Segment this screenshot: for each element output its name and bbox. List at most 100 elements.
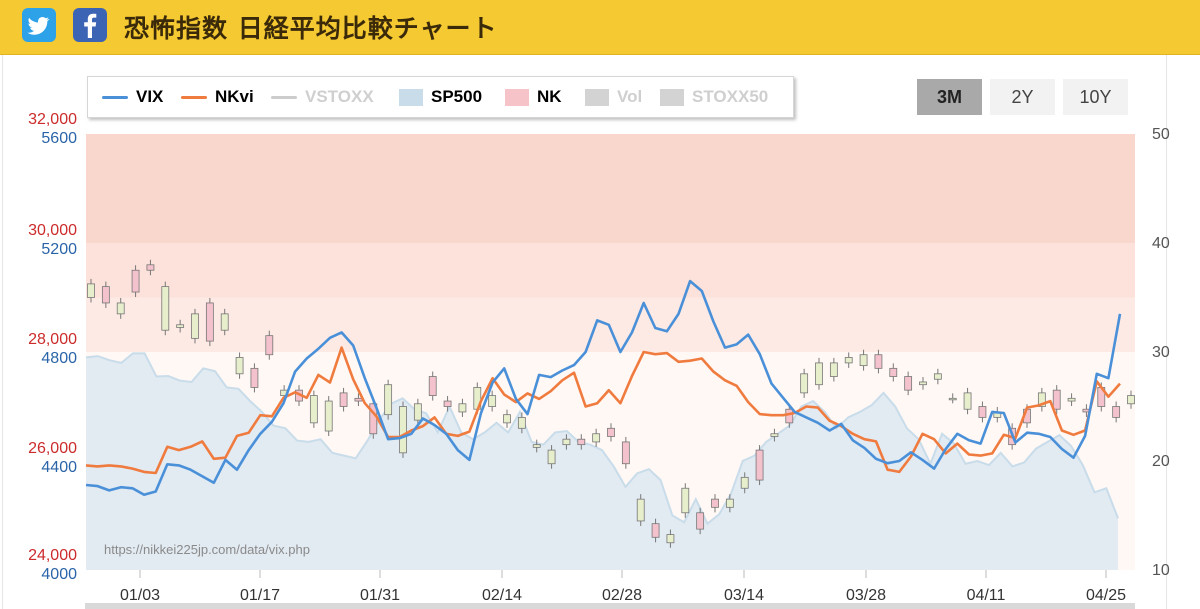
nk-candle [651,518,660,543]
nk-candle [592,428,601,447]
legend-swatch [102,96,128,100]
sp500-axis-tick: 4000 [41,566,77,583]
risk-zone-band [86,297,1135,352]
nk-candle [116,297,125,319]
x-axis-tick: 01/03 [120,587,160,604]
risk-zone-band [86,243,1135,298]
legend-item-sp500[interactable]: SP500 [399,77,482,117]
legend-swatch [660,89,684,107]
nk-axis-tick: 30,000 [28,222,77,239]
nk-candle [621,436,630,469]
nk-candle [815,357,823,390]
legend-swatch [399,89,423,107]
nk-candle [562,434,571,450]
legend-item-nkvi[interactable]: NKvi [181,77,254,117]
nk-candle [711,494,719,513]
legend-swatch [271,96,297,100]
vix-axis-tick: 10 [1152,562,1170,579]
nk-candle [948,393,957,404]
sp500-axis-tick: 4400 [41,459,77,476]
nk-candle [1067,393,1076,407]
nk-candle [874,349,883,374]
chart-watermark: https://nikkei225jp.com/data/vix.php [104,542,310,557]
nk-candle [205,297,214,347]
sp500-line [85,352,1119,526]
nk-candle [577,434,586,450]
x-axis-tick: 01/31 [360,587,400,604]
nk-candle [309,390,318,428]
nk-candle [1112,401,1121,423]
legend-item-vol[interactable]: Vol [585,77,642,117]
nk-candle [503,409,511,428]
nk-candle [889,363,898,382]
x-axis-tick: 01/17 [240,587,280,604]
nk-candle [800,368,809,398]
legend-swatch [585,89,609,107]
nk-candle [101,281,110,308]
nk-candle [399,401,407,458]
x-axis-tick: 03/28 [846,587,886,604]
nk-candle [161,281,170,336]
range-button-2y[interactable]: 2Y [990,79,1055,115]
nk-candle [919,376,927,390]
nk-candle [963,387,972,415]
nk-candle [725,494,734,513]
legend-swatch [181,96,207,100]
range-button-10y[interactable]: 10Y [1063,79,1128,115]
nk-candle [844,352,853,368]
vix-axis-tick: 40 [1152,235,1170,252]
nk-candle [443,396,452,412]
nk-axis-tick: 26,000 [28,440,77,457]
sp500-area [86,353,1118,570]
nk-candle [933,368,942,385]
nk-candle [250,363,259,393]
facebook-share-button[interactable] [73,8,107,42]
vix-axis-tick: 50 [1152,126,1170,143]
legend-label: STOXX50 [692,87,769,106]
nk-candle [740,472,749,494]
nk-candle [384,379,393,420]
legend-item-vstoxx[interactable]: VSTOXX [271,77,374,117]
nk-candle [636,494,645,526]
nk-candle [146,259,155,276]
nk-candle [1052,385,1061,415]
legend-label: Vol [617,87,643,106]
nkvi-line [85,346,1121,475]
sp500-axis-tick: 5600 [41,130,77,147]
nk-candle [681,483,690,518]
nk-candle [859,349,868,371]
legend-label: VIX [136,87,164,106]
legend-item-vix[interactable]: VIX [102,77,163,117]
vix-line [85,279,1122,497]
x-axis-tick: 03/14 [724,587,764,604]
nk-candle [696,507,705,535]
nk-candle [265,330,274,360]
sp500-axis-tick: 4800 [41,350,77,367]
nk-candle [607,423,615,442]
nk-candle [666,529,675,548]
x-axis-tick: 04/11 [967,587,1006,604]
twitter-share-button[interactable] [22,8,56,42]
nk-candle [220,308,229,336]
facebook-icon [84,13,97,38]
x-axis-tick: 02/14 [482,587,522,604]
nk-candle [532,439,541,453]
legend-label: VSTOXX [305,87,374,106]
nk-candle [755,445,764,486]
nk-candle [428,371,437,401]
nk-candle [191,308,199,344]
navigator-scrollbar[interactable] [85,603,1135,609]
x-axis-tick: 04/25 [1086,587,1126,604]
nk-candle [785,404,794,428]
nk-candle [488,390,497,412]
legend-label: NK [537,87,562,106]
nk-candle [458,398,467,417]
legend-item-nk[interactable]: NK [505,77,562,117]
nk-candle [1127,390,1135,409]
nk-candle [904,371,913,396]
range-button-3m[interactable]: 3M [917,79,982,115]
legend-item-stoxx50[interactable]: STOXX50 [660,77,768,117]
nk-axis-tick: 24,000 [28,547,77,564]
legend-label: SP500 [431,87,483,106]
